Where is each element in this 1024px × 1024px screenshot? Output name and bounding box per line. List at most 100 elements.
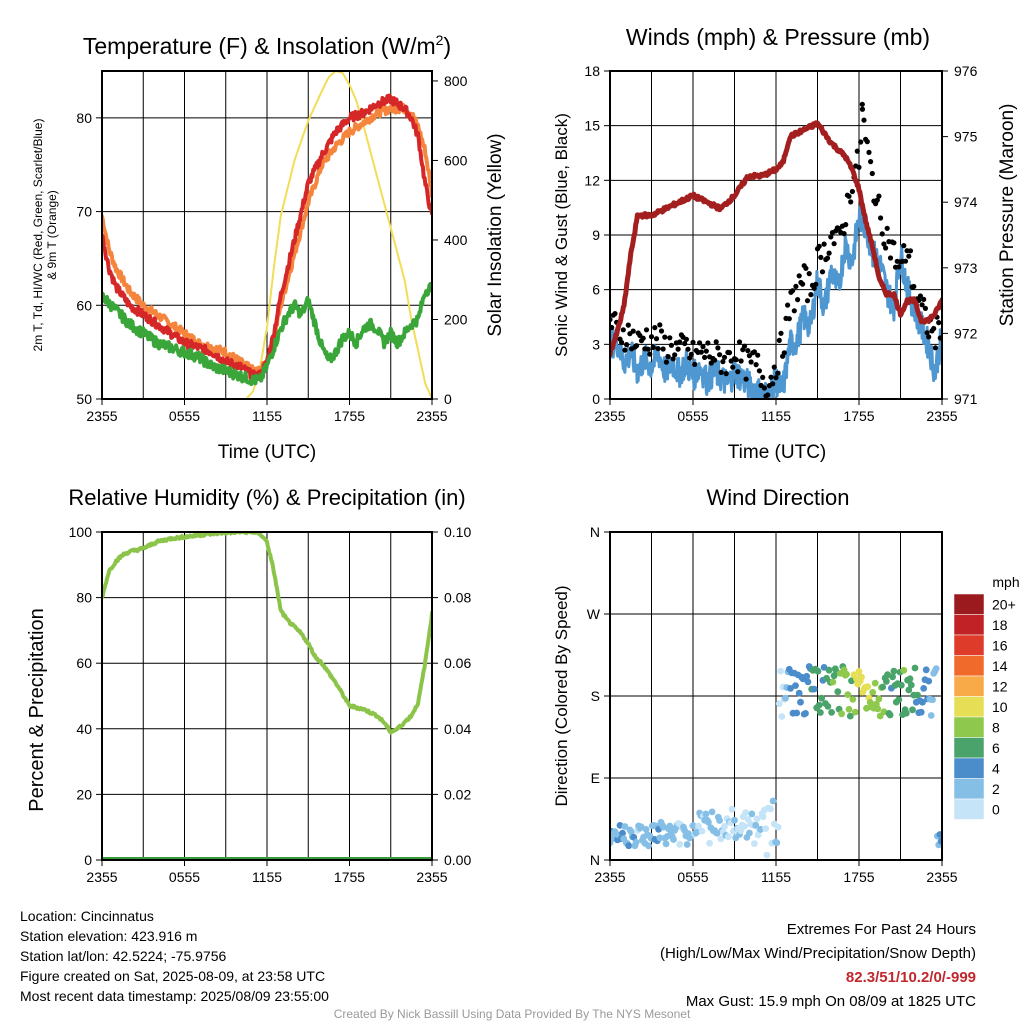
legend-label: 14	[992, 658, 1008, 674]
direction-point	[741, 823, 748, 830]
y-tick-label-left: 80	[76, 110, 92, 126]
y-tick-label-right: 976	[954, 63, 978, 79]
humidity-series	[102, 532, 432, 860]
gust-point	[818, 254, 824, 260]
gust-point	[770, 381, 776, 387]
gust-point	[667, 335, 673, 341]
direction-point	[803, 672, 811, 680]
direction-point	[817, 709, 824, 716]
humidity-title: Relative Humidity (%) & Precipitation (i…	[68, 485, 465, 510]
gust-point	[790, 288, 796, 294]
winds-ylabel-left: Sonic Wind & Gust (Blue, Black)	[552, 113, 571, 357]
gust-point	[786, 316, 792, 322]
gust-point	[846, 193, 852, 199]
y-tick-label-left: S	[591, 688, 600, 704]
gust-point	[715, 345, 721, 351]
gust-point	[755, 352, 761, 358]
direction-point	[731, 816, 738, 824]
gust-point	[906, 253, 912, 259]
gust-point	[741, 343, 748, 349]
direction-point	[900, 666, 908, 674]
gust-point	[883, 245, 889, 251]
extremes-info: Extremes For Past 24 Hours (High/Low/Max…	[660, 918, 976, 1014]
gust-point	[738, 358, 744, 364]
y-tick-label-left: 70	[76, 204, 92, 220]
gust-point	[778, 330, 784, 336]
gust-point	[866, 149, 872, 155]
gust-point	[683, 336, 690, 342]
direction-point	[844, 691, 852, 698]
direction-point	[759, 813, 767, 821]
y-tick-label-left: 20	[76, 786, 92, 802]
gust-point	[668, 342, 675, 348]
direction-point	[911, 664, 919, 672]
gust-point	[702, 354, 708, 360]
gust-point	[697, 340, 703, 346]
temperature-ticks: 2355 0555 1155 1755 235550607080020040060080…	[76, 73, 467, 424]
direction-point	[855, 668, 863, 675]
direction-title: Wind Direction	[706, 485, 849, 510]
direction-point	[936, 831, 942, 838]
gust-point	[891, 240, 897, 246]
gust-point	[743, 376, 749, 382]
gust-point	[911, 283, 917, 290]
legend-swatch	[953, 634, 985, 656]
direction-point	[815, 701, 823, 709]
direction-point	[625, 842, 633, 850]
y-tick-label-left: E	[591, 770, 600, 786]
direction-point	[909, 706, 916, 714]
y-tick-label-right: 0.08	[444, 590, 471, 606]
gust-point	[640, 335, 646, 341]
temperature-grid	[101, 71, 433, 400]
direction-point	[774, 823, 782, 831]
direction-point	[716, 817, 723, 824]
y-tick-label-left: W	[587, 606, 601, 622]
max-gust: Max Gust: 15.9 mph On 08/09 at 1825 UTC	[685, 993, 976, 1010]
direction-point	[937, 837, 942, 845]
direction-point	[925, 677, 933, 685]
gust-point	[660, 346, 666, 352]
direction-point	[773, 839, 781, 847]
series-line	[610, 204, 942, 399]
gust-point	[785, 302, 791, 308]
gust-point	[795, 297, 801, 303]
legend-swatch	[953, 737, 985, 759]
temperature-ylabel-left: 2m T, Td, HI/WC (Red, Green, Scarlet/Blu…	[31, 119, 59, 352]
direction-point	[763, 851, 771, 859]
gust-point	[650, 344, 656, 350]
y-tick-label-right: 971	[954, 391, 978, 407]
gust-point	[776, 337, 782, 343]
gust-point	[723, 371, 729, 377]
gust-point	[760, 374, 766, 380]
gust-point	[657, 322, 663, 328]
direction-point	[932, 665, 940, 672]
y-tick-label-right: 400	[444, 232, 468, 248]
direction-point	[721, 823, 728, 830]
direction-point	[810, 685, 818, 693]
gust-point	[813, 281, 819, 287]
direction-point	[802, 710, 809, 717]
direction-point	[746, 829, 753, 837]
direction-point	[927, 712, 935, 719]
y-tick-label-right: 600	[444, 152, 468, 168]
legend-label: 4	[992, 760, 1000, 776]
legend-swatch	[953, 757, 985, 779]
gust-point	[924, 330, 930, 336]
temperature-ylabel-right: Solar Insolation (Yellow)	[485, 133, 506, 336]
direction-point	[702, 810, 710, 818]
y-tick-label-right: 800	[444, 73, 468, 89]
gust-point	[869, 170, 875, 177]
direction-point	[843, 670, 850, 678]
y-tick-label-left: 60	[76, 655, 92, 671]
direction-point	[690, 822, 697, 830]
gust-point	[726, 350, 733, 356]
direction-point	[642, 826, 650, 833]
gust-point	[824, 255, 831, 261]
series-line	[102, 281, 432, 387]
direction-point	[929, 696, 936, 704]
gust-point	[901, 243, 907, 249]
x-tick-label: 1755	[843, 408, 874, 424]
gust-point	[662, 334, 668, 340]
gust-point	[655, 346, 661, 352]
direction-grid	[609, 531, 943, 861]
